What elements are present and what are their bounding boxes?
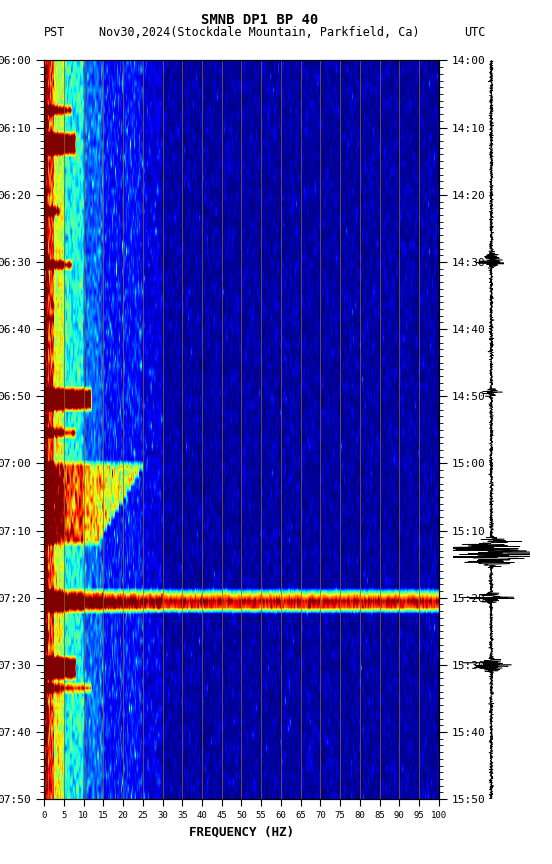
Text: PST: PST <box>44 26 66 39</box>
Text: UTC: UTC <box>464 26 485 39</box>
X-axis label: FREQUENCY (HZ): FREQUENCY (HZ) <box>189 826 294 839</box>
Text: SMNB DP1 BP 40: SMNB DP1 BP 40 <box>201 13 318 27</box>
Text: Nov30,2024(Stockdale Mountain, Parkfield, Ca): Nov30,2024(Stockdale Mountain, Parkfield… <box>99 26 420 39</box>
